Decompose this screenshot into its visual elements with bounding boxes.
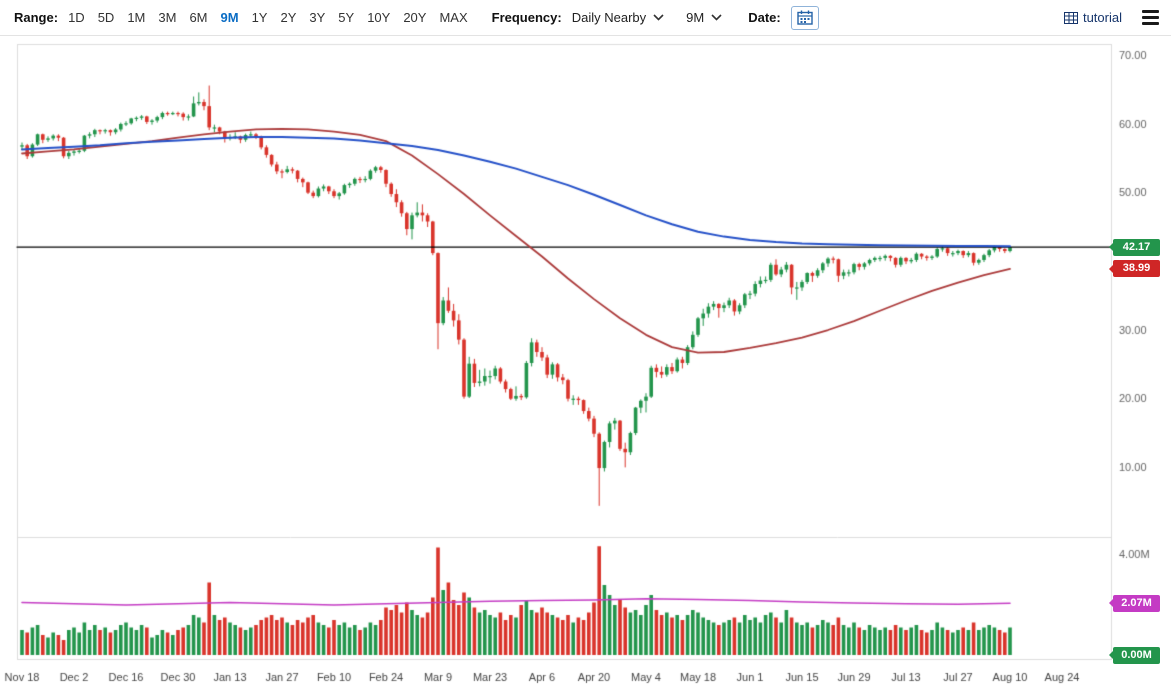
table-icon	[1063, 11, 1078, 24]
last-price-badge: 42.17	[1109, 238, 1160, 256]
range-option-1m[interactable]: 1M	[127, 10, 146, 25]
period-value: 9M	[686, 10, 705, 25]
chart-toolbar: Range: 1D 5D 1M 3M 6M 9M 1Y 2Y 3Y 5Y 10Y…	[0, 0, 1171, 36]
ma-value-badge: 38.99	[1109, 260, 1160, 278]
range-selector: 1D 5D 1M 3M 6M 9M 1Y 2Y 3Y 5Y 10Y 20Y MA…	[68, 10, 468, 25]
tutorial-label: tutorial	[1082, 10, 1122, 25]
range-option-5d[interactable]: 5D	[97, 10, 115, 25]
frequency-label: Frequency:	[491, 10, 562, 25]
zero-volume-badge: 0.00M	[1109, 646, 1160, 664]
chevron-down-icon	[653, 14, 664, 21]
range-option-3y[interactable]: 3Y	[309, 10, 326, 25]
range-option-10y[interactable]: 10Y	[367, 10, 391, 25]
range-option-max[interactable]: MAX	[439, 10, 468, 25]
range-option-3m[interactable]: 3M	[158, 10, 177, 25]
range-option-1d[interactable]: 1D	[68, 10, 85, 25]
chart-area: 42.17 38.99 2.07M 0.00M	[0, 36, 1171, 697]
calendar-icon	[797, 10, 813, 25]
range-option-2y[interactable]: 2Y	[280, 10, 297, 25]
frequency-value: Daily Nearby	[571, 10, 647, 25]
chevron-down-icon	[711, 14, 722, 21]
range-option-9m[interactable]: 9M	[220, 10, 239, 25]
price-volume-chart-canvas[interactable]	[0, 36, 1171, 697]
frequency-select[interactable]: Daily Nearby	[572, 10, 664, 25]
tutorial-link[interactable]: tutorial	[1063, 10, 1122, 25]
hamburger-menu-icon[interactable]	[1140, 7, 1161, 28]
period-select[interactable]: 9M	[686, 10, 722, 25]
date-picker-button[interactable]	[790, 5, 819, 30]
range-label: Range:	[14, 10, 59, 25]
range-option-5y[interactable]: 5Y	[338, 10, 355, 25]
range-option-20y[interactable]: 20Y	[403, 10, 427, 25]
date-label: Date:	[748, 10, 781, 25]
avg-volume-badge: 2.07M	[1109, 594, 1160, 612]
range-option-1y[interactable]: 1Y	[251, 10, 268, 25]
range-option-6m[interactable]: 6M	[189, 10, 208, 25]
